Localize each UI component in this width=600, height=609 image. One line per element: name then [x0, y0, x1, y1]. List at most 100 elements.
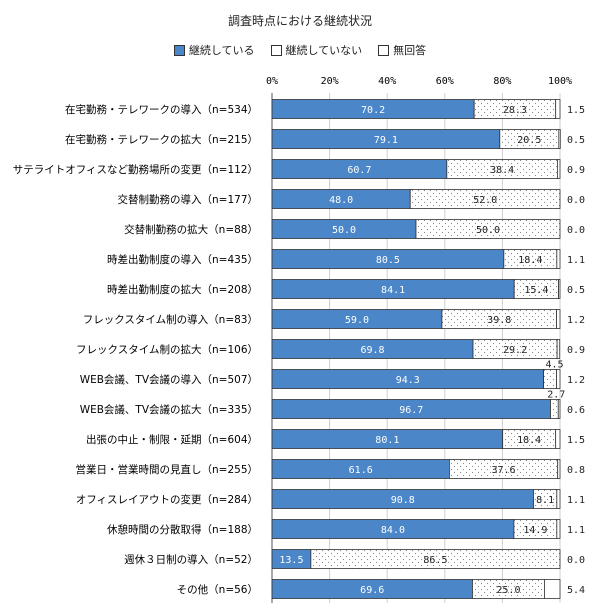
value-label-continuing: 94.3: [396, 375, 420, 386]
value-label-continuing: 80.1: [375, 435, 399, 446]
value-label-no-answer: 0.9: [567, 345, 585, 356]
value-label-continuing: 69.6: [360, 585, 384, 596]
value-label-no-answer: 1.1: [567, 255, 585, 266]
value-label-continuing: 48.0: [329, 195, 353, 206]
category-labels: 在宅勤務・テレワークの導入（n=534） 在宅勤務・テレワークの拡大（n=215）…: [13, 103, 258, 596]
bar-no-answer: [556, 489, 561, 509]
legend-label-continuing: 継続している: [188, 44, 255, 57]
value-label-no-answer: 0.5: [567, 285, 585, 296]
value-label-no-answer: 5.4: [567, 585, 585, 596]
value-label-not-continuing: 50.0: [476, 225, 500, 236]
value-label-no-answer: 1.5: [567, 105, 585, 116]
category-label: フレックスタイム制の導入（n=83）: [83, 313, 258, 326]
bar-no-answer: [557, 159, 561, 179]
legend-label-not-continuing: 継続していない: [285, 44, 363, 57]
category-label: 出張の中止・制限・延期（n=604）: [86, 433, 258, 446]
value-label-not-continuing: 29.2: [503, 345, 527, 356]
category-label: 週休３日制の導入（n=52）: [124, 553, 258, 566]
category-label: その他（n=56）: [177, 583, 258, 596]
value-label-continuing: 79.1: [374, 135, 398, 146]
bar-not-continuing: [409, 189, 561, 209]
value-label-continuing: 96.7: [399, 405, 423, 416]
value-label-continuing: 84.0: [381, 525, 405, 536]
category-label: 営業日・営業時間の見直し（n=255）: [76, 463, 259, 476]
category-label: WEB会議、TV会議の拡大（n=335）: [80, 403, 258, 416]
x-tick-label: 0%: [266, 76, 278, 87]
value-label-continuing: 61.6: [349, 465, 373, 476]
bar-not-continuing: [415, 219, 561, 239]
value-label-continuing: 90.8: [391, 495, 415, 506]
legend: 継続している 継続していない 無回答: [0, 42, 600, 58]
x-tick-label: 80%: [493, 76, 511, 87]
bar-not-continuing: [543, 369, 557, 389]
bar-not-continuing: [550, 399, 559, 419]
bar-no-answer: [556, 249, 561, 269]
value-label-not-continuing: 37.6: [492, 465, 516, 476]
value-label-no-answer: 0.5: [567, 135, 585, 146]
value-label-not-continuing: 8.1: [536, 495, 554, 506]
x-tick-label: 40%: [378, 76, 396, 87]
x-tick-label: 100%: [548, 76, 572, 87]
category-label: サテライトオフィスなど勤務場所の変更（n=112）: [13, 163, 258, 176]
bar-not-continuing: [310, 549, 561, 569]
bar-no-answer: [558, 129, 561, 149]
bars: [271, 99, 561, 599]
legend-item-not-continuing: 継続していない: [270, 42, 363, 58]
x-tick-label: 20%: [321, 76, 339, 87]
value-label-no-answer: 1.1: [567, 525, 585, 536]
value-label-continuing: 70.2: [361, 105, 385, 116]
value-label-continuing: 59.0: [345, 315, 369, 326]
category-label: 交替制勤務の拡大（n=88）: [124, 223, 258, 236]
chart-title: 調査時点における継続状況: [227, 14, 372, 28]
value-label-continuing: 84.1: [381, 285, 405, 296]
bar-no-answer: [556, 519, 561, 539]
value-label-not-continuing: 18.4: [517, 435, 541, 446]
value-label-not-continuing: 2.7: [547, 390, 565, 401]
value-label-no-answer: 0.8: [567, 465, 585, 476]
legend-item-no-answer: 無回答: [378, 42, 426, 58]
value-label-no-answer: 1.2: [567, 375, 585, 386]
x-axis-ticks: 0% 20% 40% 60% 80% 100%: [266, 76, 572, 87]
category-label: フレックスタイム制の拡大（n=106）: [76, 343, 258, 356]
bar-no-answer: [557, 459, 561, 479]
value-label-not-continuing: 28.3: [503, 105, 527, 116]
value-label-not-continuing: 20.5: [517, 135, 541, 146]
value-label-continuing: 50.0: [332, 225, 356, 236]
legend-swatch-not-continuing: [270, 44, 282, 56]
value-label-continuing: 60.7: [347, 165, 371, 176]
value-label-no-answer: 0.0: [567, 195, 585, 206]
value-label-not-continuing: 52.0: [473, 195, 497, 206]
value-label-not-continuing: 4.5: [546, 360, 564, 371]
value-label-not-continuing: 86.5: [423, 555, 447, 566]
value-label-no-answer: 0.9: [567, 165, 585, 176]
category-label: 在宅勤務・テレワークの導入（n=534）: [65, 103, 258, 116]
value-label-continuing: 13.5: [279, 555, 303, 566]
bar-no-answer: [555, 429, 561, 449]
value-label-not-continuing: 38.4: [490, 165, 514, 176]
bar-no-answer: [558, 279, 561, 299]
bar-no-answer: [544, 579, 561, 599]
legend-label-no-answer: 無回答: [393, 44, 427, 57]
bar-no-answer: [557, 399, 561, 419]
legend-item-continuing: 継続している: [173, 42, 255, 58]
value-label-no-answer: 0.0: [567, 225, 585, 236]
category-label: 時差出勤制度の導入（n=435）: [107, 253, 258, 266]
category-label: 時差出勤制度の拡大（n=208）: [107, 283, 258, 296]
x-tick-label: 60%: [436, 76, 454, 87]
category-label: 交替制勤務の導入（n=177）: [118, 193, 259, 206]
value-label-not-continuing: 15.4: [524, 285, 548, 296]
category-label: オフィスレイアウトの変更（n=284）: [76, 493, 258, 506]
category-label: 休憩時間の分散取得（n=188）: [107, 523, 258, 536]
bar-no-answer: [556, 309, 561, 329]
legend-swatch-no-answer: [378, 44, 390, 56]
value-label-no-answer: 0.6: [567, 405, 585, 416]
value-label-no-answer: 1.2: [567, 315, 585, 326]
value-label-not-continuing: 39.8: [487, 315, 511, 326]
value-label-no-answer: 1.1: [567, 495, 585, 506]
value-label-no-answer: 0.0: [567, 555, 585, 566]
value-label-not-continuing: 18.4: [518, 255, 542, 266]
bar-no-answer: [556, 339, 561, 359]
category-label: 在宅勤務・テレワークの拡大（n=215）: [65, 133, 258, 146]
bar-no-answer: [555, 99, 561, 119]
